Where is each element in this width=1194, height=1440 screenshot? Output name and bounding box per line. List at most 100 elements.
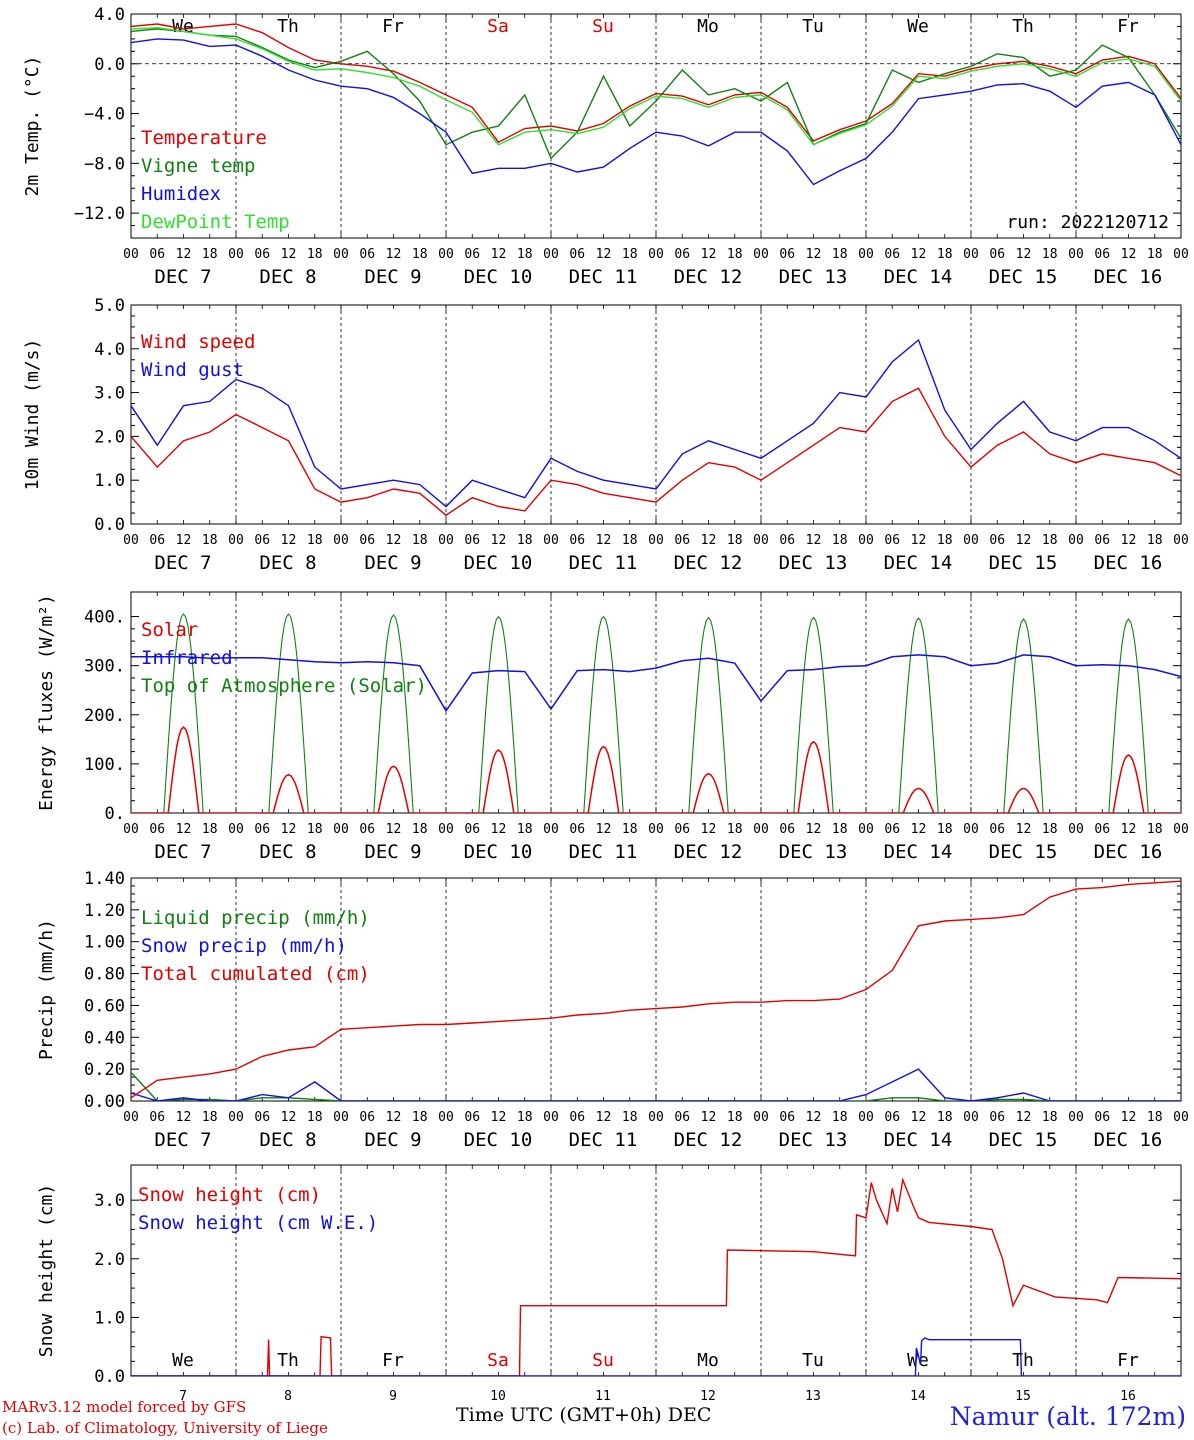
x-hour-label: 12 <box>1016 247 1032 262</box>
x-hour-label: 00 <box>858 822 874 837</box>
x-hour-label: 00 <box>123 247 139 262</box>
y-axis-title: Precip (mm/h) <box>36 919 57 1060</box>
x-hour-label: 12 <box>386 533 402 548</box>
x-hour-label: 00 <box>123 1110 139 1125</box>
x-day-number: 10 <box>490 1389 506 1404</box>
x-hour-label: 18 <box>1147 1110 1163 1125</box>
x-hour-label: 06 <box>149 822 165 837</box>
x-hour-label: 06 <box>359 1110 375 1125</box>
x-hour-label: 12 <box>491 1110 507 1125</box>
x-hour-label: 00 <box>228 247 244 262</box>
x-hour-label: 18 <box>622 822 638 837</box>
series-line-temperature <box>131 23 1181 144</box>
x-date-label: DEC 7 <box>154 841 211 863</box>
x-date-label: DEC 8 <box>259 552 316 574</box>
panel-3: 400. 300. 200. 100. 0. Energy fluxes (W/m²) 00… <box>36 591 1189 863</box>
x-hour-label: 06 <box>359 533 375 548</box>
x-hour-label: 00 <box>963 822 979 837</box>
x-hour-label: 00 <box>753 247 769 262</box>
series-line-snow-precip-mm-h <box>131 1068 1181 1101</box>
x-hour-label: 00 <box>123 822 139 837</box>
x-date-label: DEC 14 <box>884 841 953 863</box>
series-line-liquid-precip-mm-h <box>131 1071 1181 1101</box>
y-tick-label: 1.20 <box>84 901 125 921</box>
x-date-label: DEC 14 <box>884 552 953 574</box>
x-date-label: DEC 11 <box>569 841 638 863</box>
x-hour-label: 00 <box>1173 533 1189 548</box>
day-name-fr: Fr <box>1117 1350 1139 1371</box>
x-hour-label: 12 <box>911 822 927 837</box>
day-name-su: Su <box>592 1350 614 1371</box>
y-tick-label: 4.0 <box>94 5 125 25</box>
x-date-label: DEC 8 <box>259 1129 316 1151</box>
x-hour-label: 00 <box>1068 822 1084 837</box>
x-hour-label: 06 <box>779 247 795 262</box>
day-name-sa: Sa <box>487 16 509 37</box>
y-tick-label: 2.0 <box>94 427 125 447</box>
x-hour-label: 00 <box>333 822 349 837</box>
y-tick-label: 0.0 <box>94 1367 125 1387</box>
x-date-label: DEC 15 <box>989 1129 1058 1151</box>
legend-total-cumulated-cm: Total cumulated (cm) <box>141 963 370 985</box>
y-tick-label: 4.0 <box>94 340 125 360</box>
x-hour-label: 12 <box>1121 1110 1137 1125</box>
x-hour-label: 00 <box>543 822 559 837</box>
series-line-top-of-atmosphere-solar <box>131 613 1181 813</box>
x-date-label: DEC 16 <box>1094 552 1163 574</box>
station-label: Namur (alt. 172m) <box>949 1402 1186 1431</box>
x-hour-label: 18 <box>1042 247 1058 262</box>
x-hour-label: 12 <box>1016 533 1032 548</box>
x-hour-label: 12 <box>701 247 717 262</box>
x-hour-label: 06 <box>674 247 690 262</box>
y-tick-label: 400. <box>84 608 125 628</box>
legend-snow-height-cm: Snow height (cm) <box>138 1184 321 1206</box>
x-hour-label: 12 <box>281 822 297 837</box>
x-hour-label: 00 <box>333 247 349 262</box>
x-hour-label: 18 <box>412 822 428 837</box>
x-hour-label: 18 <box>307 822 323 837</box>
x-hour-label: 00 <box>228 533 244 548</box>
x-hour-label: 00 <box>333 1110 349 1125</box>
legend-wind-speed: Wind speed <box>141 331 255 353</box>
y-tick-label: 1.0 <box>94 471 125 491</box>
x-hour-label: 12 <box>281 1110 297 1125</box>
x-hour-label: 18 <box>1147 247 1163 262</box>
x-date-label: DEC 13 <box>779 841 848 863</box>
x-hour-label: 00 <box>438 247 454 262</box>
x-hour-label: 12 <box>386 1110 402 1125</box>
x-hour-label: 18 <box>622 533 638 548</box>
series-line-snow-height-cm-w-e <box>131 1337 1181 1376</box>
x-hour-label: 06 <box>674 533 690 548</box>
x-date-label: DEC 7 <box>154 552 211 574</box>
x-hour-label: 06 <box>1094 822 1110 837</box>
legend-solar: Solar <box>141 619 198 641</box>
x-hour-label: 18 <box>202 533 218 548</box>
x-date-label: DEC 10 <box>464 552 533 574</box>
day-name-sa: Sa <box>487 1350 509 1371</box>
x-hour-label: 06 <box>989 247 1005 262</box>
x-hour-label: 00 <box>753 533 769 548</box>
x-hour-label: 12 <box>806 822 822 837</box>
x-hour-label: 18 <box>1147 533 1163 548</box>
x-hour-label: 00 <box>228 822 244 837</box>
x-hour-label: 12 <box>1121 533 1137 548</box>
y-tick-label: 0. <box>105 804 125 824</box>
y-tick-label: 0.60 <box>84 996 125 1016</box>
x-hour-label: 06 <box>569 1110 585 1125</box>
x-hour-label: 06 <box>569 822 585 837</box>
x-hour-label: 18 <box>412 247 428 262</box>
x-hour-label: 18 <box>937 822 953 837</box>
x-hour-label: 06 <box>569 533 585 548</box>
x-hour-label: 00 <box>1173 822 1189 837</box>
x-hour-label: 18 <box>1147 822 1163 837</box>
x-day-number: 14 <box>910 1389 926 1404</box>
x-hour-label: 00 <box>438 1110 454 1125</box>
x-hour-label: 00 <box>858 533 874 548</box>
x-hour-label: 12 <box>1016 822 1032 837</box>
x-hour-label: 12 <box>806 533 822 548</box>
day-name-mo: Mo <box>697 1350 719 1371</box>
x-hour-label: 18 <box>517 533 533 548</box>
series-line-infrared <box>131 654 1181 713</box>
x-hour-label: 18 <box>1042 1110 1058 1125</box>
x-hour-label: 00 <box>1068 247 1084 262</box>
